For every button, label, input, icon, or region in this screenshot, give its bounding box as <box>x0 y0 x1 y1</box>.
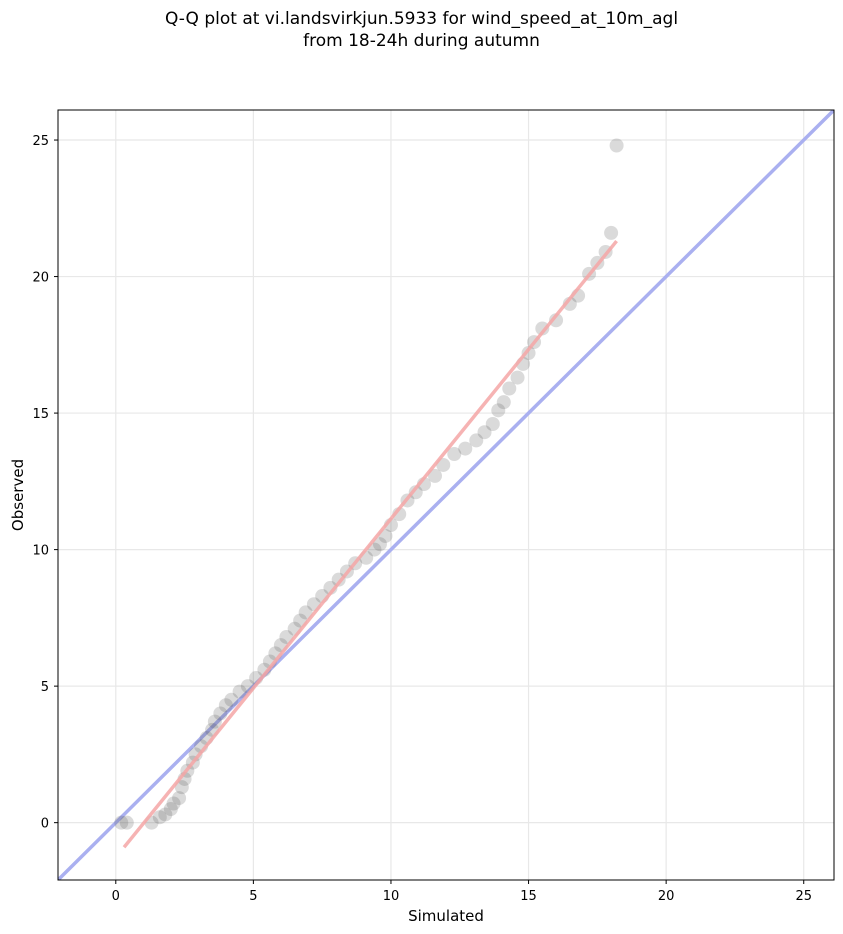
data-point <box>549 313 564 328</box>
y-tick-label: 25 <box>32 134 49 149</box>
data-point <box>447 447 462 462</box>
axes: 0 5 10 15 20 25 0 5 10 15 20 25 <box>32 134 812 904</box>
data-point <box>114 815 129 830</box>
grid <box>58 110 834 880</box>
data-point <box>257 662 272 677</box>
data-point <box>485 417 500 432</box>
plot-frame <box>57 109 835 881</box>
data-point <box>174 780 189 795</box>
data-point <box>218 698 233 713</box>
data-point <box>535 321 550 336</box>
data-point <box>510 370 525 385</box>
plot-area <box>58 110 834 880</box>
y-axis-label: Observed <box>9 459 27 531</box>
data-point <box>469 433 484 448</box>
data-point <box>207 714 222 729</box>
x-tick-label: 20 <box>658 889 675 904</box>
data-point <box>232 684 247 699</box>
data-point <box>298 605 313 620</box>
data-point <box>152 810 167 825</box>
y-tick-label: 10 <box>32 544 49 559</box>
data-point <box>408 485 423 500</box>
data-point <box>609 138 624 153</box>
data-point <box>604 225 619 240</box>
data-point <box>496 395 511 410</box>
x-tick-label: 15 <box>520 889 537 904</box>
y-tick-label: 20 <box>32 271 49 286</box>
x-tick-label: 0 <box>112 889 120 904</box>
data-point <box>158 807 173 822</box>
x-tick-label: 5 <box>249 889 257 904</box>
identity-line <box>58 110 834 880</box>
data-point <box>163 802 178 817</box>
y-tick-label: 15 <box>32 407 49 422</box>
x-tick-label: 10 <box>383 889 400 904</box>
data-point <box>521 346 536 361</box>
data-point <box>172 791 187 806</box>
data-point <box>502 381 517 396</box>
data-point <box>427 468 442 483</box>
data-point <box>166 796 181 811</box>
x-tick-label: 25 <box>795 889 812 904</box>
data-point <box>372 537 387 552</box>
data-point <box>188 747 203 762</box>
data-point <box>458 441 473 456</box>
data-point <box>119 815 134 830</box>
data-point <box>477 425 492 440</box>
data-point <box>213 706 228 721</box>
chart-title-line-2: from 18-24h during autumn <box>303 31 540 51</box>
data-point <box>224 692 239 707</box>
chart-title-line-1: Q-Q plot at vi.landsvirkjun.5933 for win… <box>164 9 679 29</box>
data-point <box>491 403 506 418</box>
y-tick-label: 5 <box>41 680 49 695</box>
y-tick-label: 0 <box>41 817 49 832</box>
x-axis-label: Simulated <box>408 907 484 925</box>
fit-line <box>122 239 618 849</box>
chart-title: Q-Q plot at vi.landsvirkjun.5933 for win… <box>0 8 843 52</box>
